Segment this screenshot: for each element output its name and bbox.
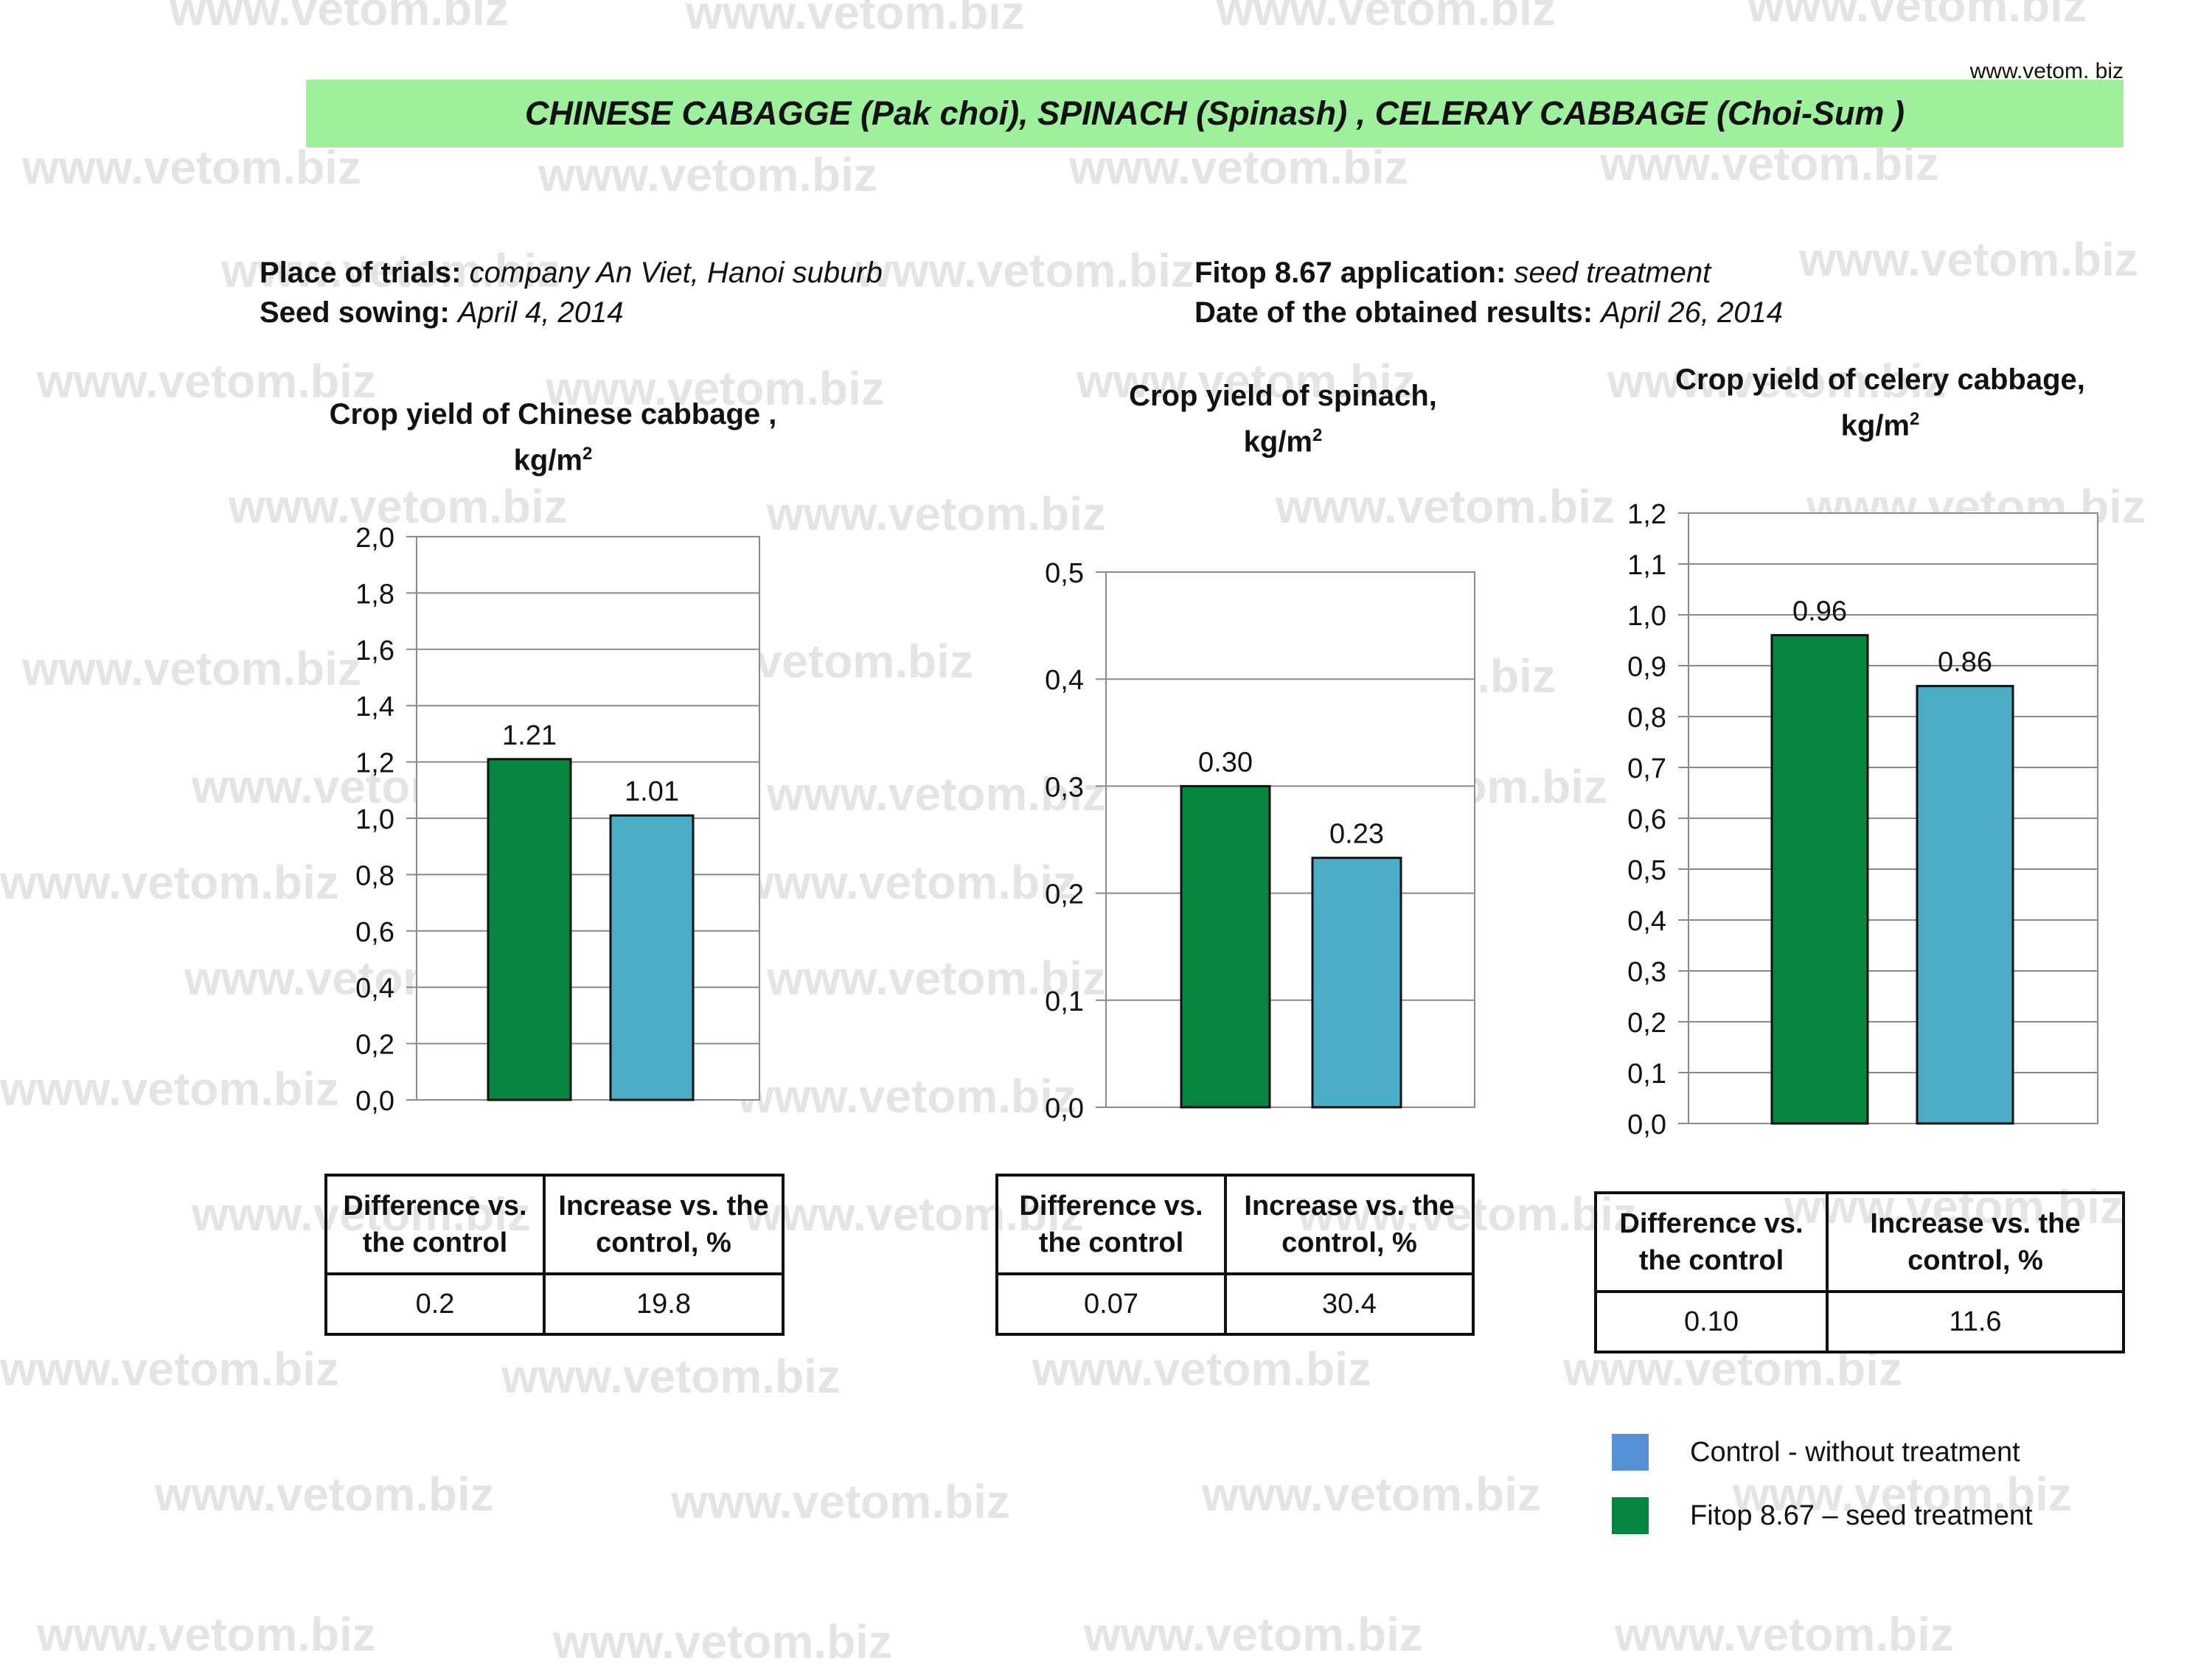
title-banner: CHINESE CABAGGE (Pak choi), SPINACH (Spi… bbox=[306, 80, 2124, 147]
plot-area bbox=[1106, 572, 1475, 1107]
y-tick-label: 2,0 bbox=[355, 523, 394, 554]
y-tick-label: 1,2 bbox=[355, 748, 394, 779]
results-date: Date of the obtained results: April 26, … bbox=[1194, 293, 1783, 332]
y-tick-label: 0,6 bbox=[355, 917, 394, 948]
result-table-chinese-cabbage: Difference vs. the control Increase vs. … bbox=[324, 1174, 785, 1336]
legend-label-control: Control - without treatment bbox=[1690, 1436, 2020, 1468]
fitop-application: Fitop 8.67 application: seed treatment bbox=[1194, 253, 1783, 293]
y-tick-label: 0,2 bbox=[1045, 879, 1084, 910]
increase-header: Increase vs. the control, % bbox=[543, 1174, 785, 1275]
bar-treatment bbox=[1180, 784, 1271, 1109]
increase-value: 30.4 bbox=[1224, 1272, 1475, 1336]
place-of-trials: Place of trials: company An Viet, Hanoi … bbox=[260, 253, 883, 293]
legend-item-control: Control - without treatment bbox=[1612, 1434, 2020, 1471]
y-tick-label: 0,0 bbox=[1045, 1093, 1084, 1124]
y-tick-label: 0,2 bbox=[355, 1030, 394, 1061]
y-tick-label: 1,0 bbox=[1627, 601, 1666, 632]
difference-value: 0.10 bbox=[1594, 1290, 1829, 1353]
y-tick-label: 0,3 bbox=[1627, 957, 1666, 988]
increase-header: Increase vs. the control, % bbox=[1224, 1174, 1475, 1275]
difference-value: 0.07 bbox=[995, 1272, 1227, 1336]
result-table-spinach: Difference vs. the control Increase vs. … bbox=[995, 1174, 1475, 1336]
data-label: 0.23 bbox=[1329, 819, 1384, 850]
y-tick-label: 1,6 bbox=[355, 635, 394, 666]
y-tick-label: 1,4 bbox=[355, 691, 394, 722]
trial-info-right: Fitop 8.67 application: seed treatment D… bbox=[1194, 253, 1783, 332]
bar-control bbox=[609, 814, 695, 1101]
bar-treatment bbox=[1770, 634, 1869, 1125]
plot-frame bbox=[1688, 512, 2098, 1124]
bar-control bbox=[1916, 685, 2014, 1125]
chart-title-line1: Crop yield of celery cabbage, bbox=[1675, 363, 2085, 396]
application-value: seed treatment bbox=[1514, 257, 1711, 289]
y-tick-label: 0,6 bbox=[1627, 804, 1666, 835]
y-tick-label: 0,1 bbox=[1627, 1059, 1666, 1090]
legend-label-treatment: Fitop 8.67 – seed treatment bbox=[1690, 1499, 2033, 1531]
chart-title-line2: kg/m2 bbox=[1840, 409, 1920, 442]
chart-title-line2: kg/m2 bbox=[1243, 425, 1323, 459]
data-label: 0.30 bbox=[1198, 747, 1253, 778]
difference-header: Difference vs. the control bbox=[324, 1174, 546, 1275]
chart-title-chinese-cabbage: Crop yield of Chinese cabbage , kg/m2 bbox=[295, 394, 811, 480]
difference-header: Difference vs. the control bbox=[995, 1174, 1227, 1275]
seed-sowing: Seed sowing: April 4, 2014 bbox=[260, 293, 883, 332]
site-link[interactable]: www.vetom. biz bbox=[1969, 59, 2124, 83]
y-tick-label: 0,0 bbox=[1627, 1109, 1666, 1140]
results-value: April 26, 2014 bbox=[1601, 296, 1784, 329]
y-tick-label: 0,5 bbox=[1627, 855, 1666, 886]
data-label: 1.21 bbox=[502, 720, 557, 751]
chart-title-line1: Crop yield of Chinese cabbage , bbox=[329, 398, 777, 431]
application-label: Fitop 8.67 application: bbox=[1194, 257, 1506, 289]
y-tick-label: 1,1 bbox=[1627, 550, 1666, 581]
data-label: 0.86 bbox=[1938, 647, 1992, 678]
legend-swatch-treatment bbox=[1612, 1497, 1649, 1534]
chart-title-line1: Crop yield of spinach, bbox=[1129, 380, 1437, 412]
y-tick-label: 0,4 bbox=[1045, 665, 1084, 696]
data-label: 0.96 bbox=[1792, 596, 1847, 627]
legend-swatch-control bbox=[1612, 1434, 1649, 1471]
difference-header: Difference vs. the control bbox=[1594, 1191, 1829, 1293]
y-tick-label: 0,7 bbox=[1627, 753, 1666, 784]
y-tick-label: 0,0 bbox=[355, 1086, 394, 1117]
chart-title-spinach: Crop yield of spinach, kg/m2 bbox=[1018, 376, 1548, 461]
y-tick-label: 1,8 bbox=[355, 579, 394, 610]
y-tick-label: 0,8 bbox=[1627, 703, 1666, 734]
y-tick-label: 0,4 bbox=[1627, 906, 1666, 937]
bar-control bbox=[1311, 857, 1402, 1109]
legend-item-treatment: Fitop 8.67 – seed treatment bbox=[1612, 1497, 2033, 1534]
y-tick-label: 0,3 bbox=[1045, 772, 1084, 803]
page-title: CHINESE CABAGGE (Pak choi), SPINACH (Spi… bbox=[525, 94, 1905, 132]
place-value: company An Viet, Hanoi suburb bbox=[469, 257, 883, 289]
chart-celery-cabbage: 0,0 0,1 0,2 0,3 0,4 0,5 0,6 0,7 0,8 0,9 1,0 1,1 1,2 0… bbox=[1627, 499, 2098, 1140]
plot-frame bbox=[416, 536, 760, 1101]
increase-header: Increase vs. the control, % bbox=[1826, 1191, 2125, 1293]
y-tick-label: 0,4 bbox=[355, 973, 394, 1004]
y-tick-label: 0,8 bbox=[355, 860, 394, 891]
result-table-celery-cabbage: Difference vs. the control Increase vs. … bbox=[1594, 1191, 2125, 1353]
chart-chinese-cabbage: 0,0 0,2 0,4 0,6 0,8 1,0 1,2 1,4 1,6 1,8 2,0 1.21 1.0… bbox=[355, 523, 760, 1117]
bar-treatment bbox=[487, 758, 572, 1101]
y-tick-label: 0,9 bbox=[1627, 652, 1666, 683]
chart-title-celery-cabbage: Crop yield of celery cabbage, kg/m2 bbox=[1585, 360, 2175, 445]
y-tick-label: 0,1 bbox=[1045, 986, 1084, 1017]
y-tick-label: 0,2 bbox=[1627, 1008, 1666, 1039]
data-label: 1.01 bbox=[625, 776, 679, 807]
results-label: Date of the obtained results: bbox=[1194, 296, 1593, 329]
plot-frame bbox=[1105, 571, 1475, 1108]
trial-info-left: Place of trials: company An Viet, Hanoi … bbox=[260, 253, 883, 332]
increase-value: 19.8 bbox=[543, 1272, 785, 1336]
y-tick-label: 1,0 bbox=[355, 804, 394, 835]
sowing-label: Seed sowing: bbox=[260, 296, 450, 329]
y-tick-label: 1,2 bbox=[1627, 499, 1666, 530]
increase-value: 11.6 bbox=[1826, 1290, 2125, 1353]
difference-value: 0.2 bbox=[324, 1272, 546, 1336]
sowing-value: April 4, 2014 bbox=[457, 296, 624, 329]
chart-title-line2: kg/m2 bbox=[513, 444, 593, 477]
y-tick-label: 0,5 bbox=[1045, 558, 1084, 589]
place-label: Place of trials: bbox=[260, 257, 462, 289]
chart-spinach: 0,0 0,1 0,2 0,3 0,4 0,5 0.30 0.23 bbox=[1045, 558, 1475, 1124]
